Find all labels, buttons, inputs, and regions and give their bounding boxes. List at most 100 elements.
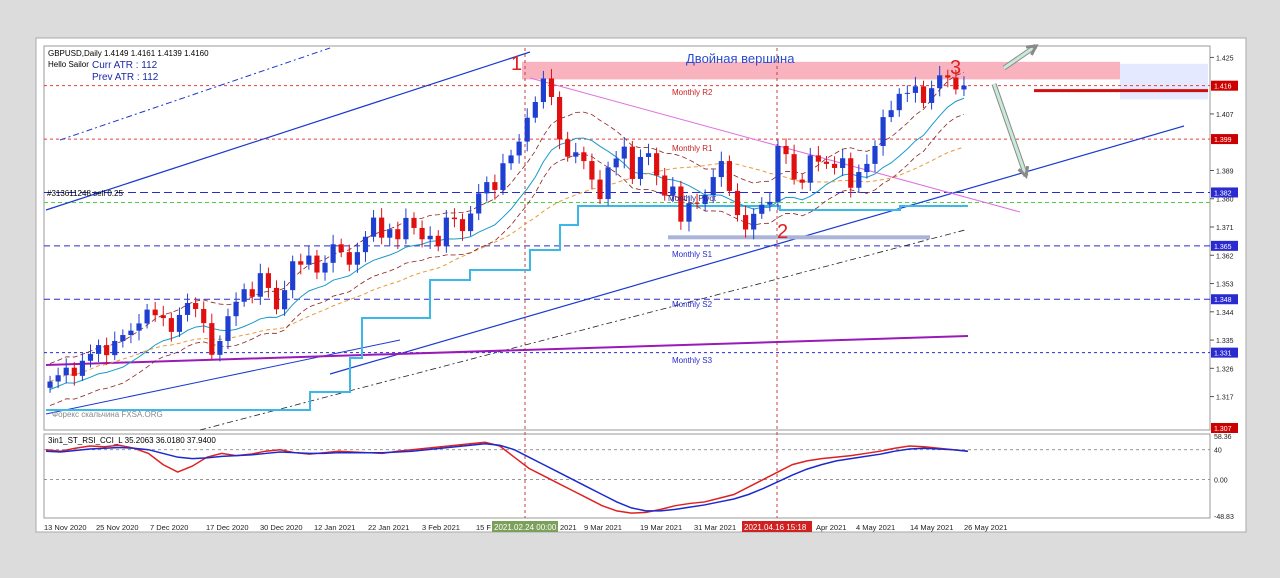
price-tick-label: 1.335 <box>1216 338 1234 345</box>
candle-body <box>354 252 360 265</box>
pattern-title: Двойная вершина <box>686 51 795 66</box>
time-marker-2: 2021.04.16 15:18 <box>744 523 807 532</box>
candle-body <box>112 341 118 356</box>
candle-body <box>395 229 401 240</box>
candle-body <box>95 345 102 354</box>
support-bar <box>668 235 930 240</box>
candle-body <box>807 155 813 183</box>
price-marker-bg <box>1211 240 1238 251</box>
time-marker-2-bg <box>742 521 812 532</box>
candle-body <box>346 252 352 265</box>
time-tick-label: 14 May 2021 <box>910 523 953 532</box>
candle-body <box>47 381 53 388</box>
candle-body <box>160 315 166 319</box>
candle-body <box>120 335 126 342</box>
price-tick-label: 1.407 <box>1216 112 1234 119</box>
band-lower-line <box>49 113 965 406</box>
time-marker-1-bg <box>492 521 558 532</box>
price-marker-bg <box>1211 423 1238 433</box>
candle-body <box>815 155 821 162</box>
indicator-name: Hello Sailor <box>48 60 89 69</box>
candle-body <box>613 158 619 168</box>
candle-body <box>783 145 789 155</box>
price-tick-label: 1.344 <box>1216 310 1234 317</box>
candle-body <box>678 186 684 222</box>
candle-body <box>953 77 959 90</box>
candle-body <box>193 303 199 309</box>
candle-body <box>532 102 538 118</box>
prev-atr-label: Prev ATR : 112 <box>92 72 159 83</box>
candle-body <box>629 146 635 179</box>
time-tick-label: Apr 2021 <box>816 523 846 532</box>
candle-body <box>468 213 474 232</box>
price-marker-bg <box>1211 187 1238 198</box>
candle-body <box>548 78 555 97</box>
candle-body <box>419 227 425 240</box>
candle-body <box>241 289 247 302</box>
candle-body <box>87 353 94 361</box>
oscillator-panel <box>43 433 1211 519</box>
osc-tick-label: -48.83 <box>1214 514 1234 521</box>
candle-body <box>55 375 61 382</box>
arrow-down-icon-shaft <box>992 83 1028 177</box>
candle-body <box>104 345 110 356</box>
candle-body <box>823 161 830 164</box>
candle-body <box>896 93 902 111</box>
candle-body <box>694 203 700 205</box>
candle-body <box>888 110 894 118</box>
arrow-down-icon <box>991 83 1030 179</box>
candle-body <box>686 203 692 222</box>
price-tick-label: 1.425 <box>1216 55 1234 62</box>
candle-body <box>508 155 514 164</box>
pivot-s3-label: Monthly S3 <box>672 356 713 365</box>
time-tick-label: 3 Feb 2021 <box>422 523 460 532</box>
candle-body <box>265 273 272 288</box>
time-tick-label: 2021 <box>560 523 577 532</box>
time-tick-label: 17 Dec 2020 <box>206 523 249 532</box>
candle-body <box>484 182 490 194</box>
candle-body <box>233 301 239 317</box>
pivot-s1-label: Monthly S1 <box>672 250 713 259</box>
time-tick-label: 31 Mar 2021 <box>694 523 736 532</box>
trend-lower-line <box>329 125 1185 375</box>
time-marker-1: 2021.02.24 00:00 <box>494 523 557 532</box>
volume-profile <box>1120 63 1208 100</box>
price-tick-label: 1.353 <box>1216 282 1234 289</box>
price-marker-label: 1.382 <box>1214 190 1232 197</box>
candle-body <box>597 179 603 200</box>
candle-body <box>290 261 296 291</box>
time-tick-label: 7 Dec 2020 <box>150 523 188 532</box>
candle-body <box>427 235 433 240</box>
candle-body <box>136 323 142 331</box>
price-tick-label: 1.389 <box>1216 168 1234 175</box>
candle-body <box>718 161 724 178</box>
candle-body <box>459 219 466 232</box>
trend-lower-ext <box>45 339 401 415</box>
candle-body <box>856 172 862 188</box>
candle-body <box>79 360 85 376</box>
candle-body <box>759 204 765 214</box>
candle-body <box>257 273 263 297</box>
pivot-r1-label: Monthly R1 <box>672 144 713 153</box>
candle-body <box>144 309 150 324</box>
time-tick-label: 26 May 2021 <box>964 523 1007 532</box>
time-tick-label: 25 Nov 2020 <box>96 523 139 532</box>
candle-body <box>443 217 449 247</box>
ma-purple-line <box>45 335 969 366</box>
osc-tick-label: 0.00 <box>1214 478 1228 485</box>
oscillator-header: 3in1_ST_RSI_CCI_L 35.2063 36.0180 37.940… <box>48 436 216 445</box>
pivot-p-label: Monthly Pivot <box>668 194 717 203</box>
candle-body <box>403 217 409 240</box>
price-marker-bg <box>1211 134 1238 145</box>
resistance-zone <box>522 61 1120 80</box>
candle-body <box>961 85 967 90</box>
candle-body <box>710 177 716 195</box>
candle-body <box>128 330 134 336</box>
time-tick-label: 9 Mar 2021 <box>584 523 622 532</box>
price-marker-label: 1.399 <box>1214 137 1232 144</box>
candle-body <box>945 75 951 78</box>
pivot-s2-label: Monthly S2 <box>672 300 713 309</box>
candle-body <box>306 255 312 265</box>
candle-body <box>751 213 757 230</box>
